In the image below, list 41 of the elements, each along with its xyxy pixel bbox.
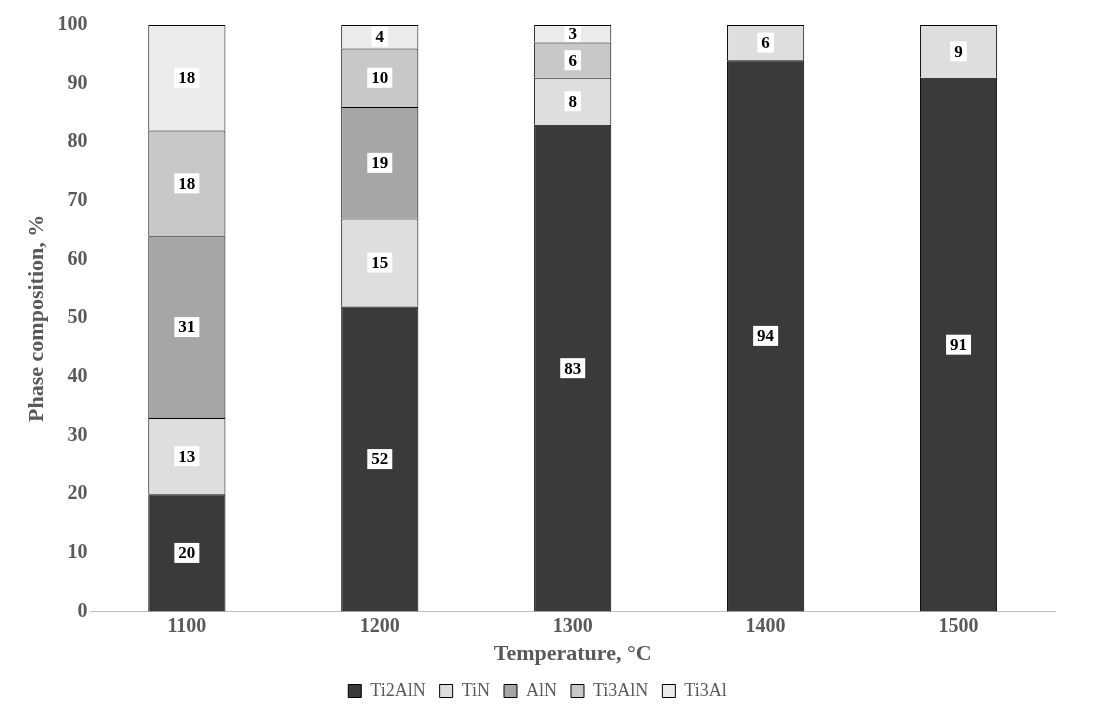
y-tick-label: 70 xyxy=(67,188,88,211)
data-label: 18 xyxy=(178,68,196,88)
data-label: 19 xyxy=(371,153,389,173)
data-label: 20 xyxy=(178,543,196,563)
data-label: 6 xyxy=(568,50,577,70)
y-tick-label: 50 xyxy=(67,305,88,328)
legend-label: Ti2AlN xyxy=(370,679,426,700)
x-tick-label: 1300 xyxy=(552,613,593,636)
data-label: 13 xyxy=(178,446,196,466)
data-label: 91 xyxy=(950,335,968,355)
data-label: 8 xyxy=(568,91,577,111)
data-label: 6 xyxy=(761,32,770,52)
x-tick-label: 1100 xyxy=(167,613,207,636)
legend-label: Ti3Al xyxy=(684,679,727,700)
data-label: 31 xyxy=(178,317,196,337)
data-label: 83 xyxy=(564,358,582,378)
x-tick-label: 1500 xyxy=(938,613,979,636)
y-tick-label: 100 xyxy=(57,12,88,35)
data-label: 4 xyxy=(375,27,385,47)
data-label: 94 xyxy=(757,326,775,346)
data-label: 3 xyxy=(568,24,577,44)
data-label: 15 xyxy=(371,252,389,272)
x-axis-title: Temperature, °C xyxy=(493,640,652,666)
y-tick-label: 0 xyxy=(77,598,88,621)
y-tick-label: 80 xyxy=(67,129,88,152)
data-label: 10 xyxy=(371,68,389,88)
y-tick-label: 60 xyxy=(67,246,88,269)
data-label: 52 xyxy=(371,449,389,469)
data-label: 9 xyxy=(954,41,963,61)
x-tick-label: 1200 xyxy=(359,613,400,636)
y-tick-label: 40 xyxy=(67,364,88,387)
y-tick-label: 90 xyxy=(67,70,88,93)
y-tick-label: 30 xyxy=(67,422,88,445)
y-axis-title: Phase composition, % xyxy=(22,214,48,422)
data-label: 18 xyxy=(178,173,196,193)
legend-label: TiN xyxy=(461,679,491,700)
legend-label: Ti3AlN xyxy=(593,679,649,700)
x-tick-label: 1400 xyxy=(745,613,786,636)
y-tick-label: 10 xyxy=(67,540,88,563)
y-tick-label: 20 xyxy=(67,481,88,504)
legend-label: AlN xyxy=(526,679,557,700)
